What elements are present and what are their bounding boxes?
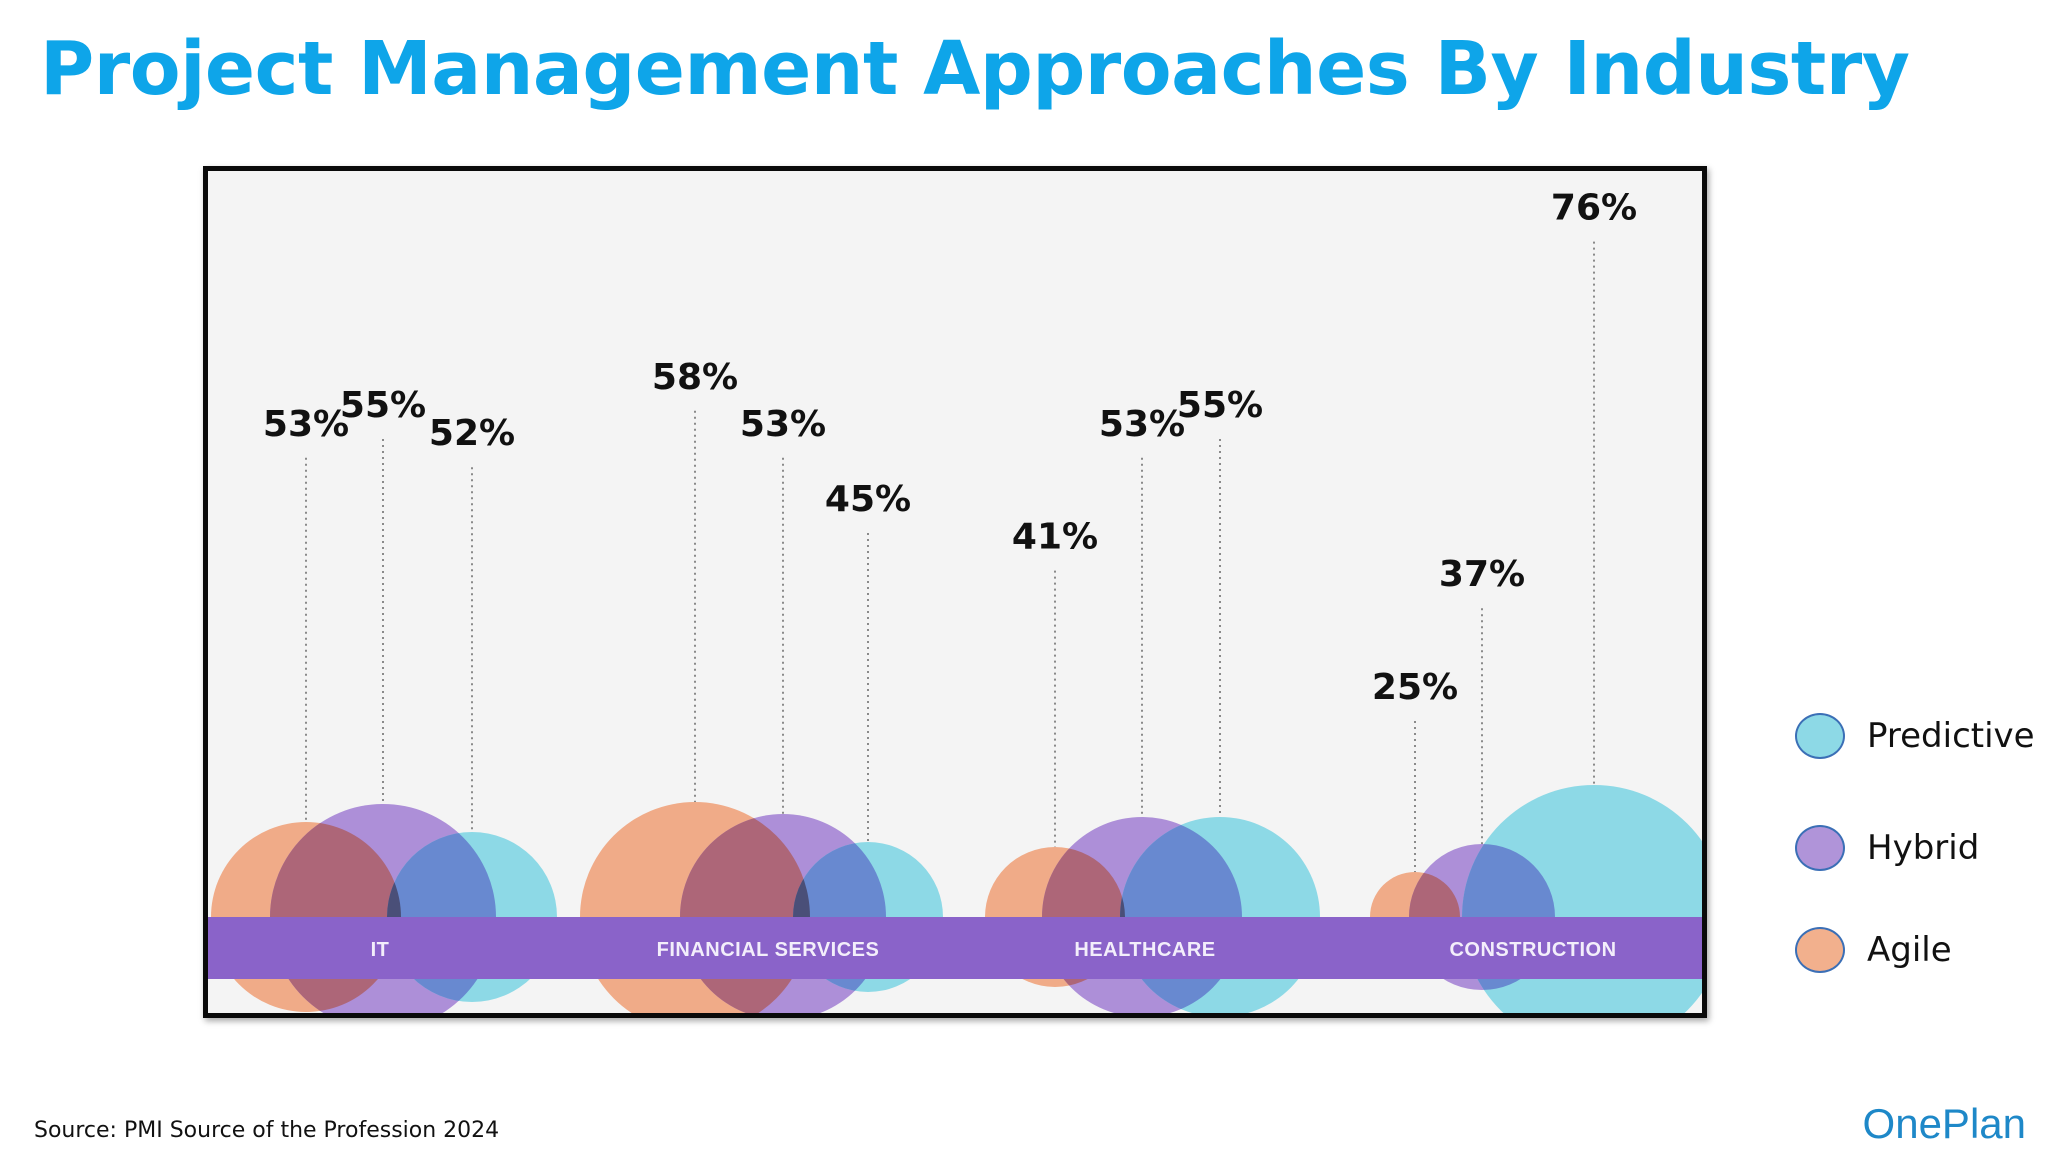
agile-swatch-icon — [1795, 927, 1845, 973]
category-label-construction: CONSTRUCTION — [1449, 939, 1616, 961]
value-label-predictive-it: 52% — [429, 413, 515, 454]
category-label-it: IT — [371, 939, 390, 961]
value-label-hybrid-financial-services: 53% — [740, 404, 826, 445]
hybrid-swatch-icon — [1795, 825, 1845, 871]
category-label-financial-services: FINANCIAL SERVICES — [657, 939, 880, 961]
value-label-agile-healthcare: 41% — [1012, 517, 1098, 558]
category-band — [208, 917, 1702, 979]
value-label-agile-construction: 25% — [1372, 667, 1458, 708]
predictive-swatch-icon — [1795, 713, 1845, 759]
category-label-healthcare: HEALTHCARE — [1074, 939, 1215, 961]
oneplan-logo: OnePlan — [1862, 1100, 2026, 1147]
legend-item-agile: Agile — [1795, 924, 2045, 984]
legend-item-hybrid: Hybrid — [1795, 822, 2045, 882]
value-label-agile-it: 53% — [263, 404, 349, 445]
value-label-predictive-healthcare: 55% — [1177, 385, 1263, 426]
value-label-predictive-financial-services: 45% — [825, 479, 911, 520]
value-label-hybrid-construction: 37% — [1439, 554, 1525, 595]
legend-label-hybrid: Hybrid — [1867, 828, 1980, 868]
slide-title: Project Management Approaches By Industr… — [40, 26, 1910, 112]
chart-frame: 53% 55% 52% 58% 53% 45% 41% 53% 55% 25% 37% 76% IT FI… — [203, 166, 1707, 1018]
legend-item-predictive: Predictive — [1795, 710, 2045, 770]
chart-svg: 53%55%52%58%53%45%41%53%55%25%37%76%IT FI… — [208, 188, 1702, 1013]
value-label-hybrid-healthcare: 53% — [1099, 404, 1185, 445]
source-text: Source: PMI Source of the Profession 202… — [34, 1118, 500, 1143]
value-label-predictive-construction: 76% — [1551, 188, 1637, 229]
legend-label-agile: Agile — [1867, 930, 1952, 970]
legend-label-predictive: Predictive — [1867, 716, 2035, 756]
value-label-hybrid-it: 55% — [340, 385, 426, 426]
value-label-agile-financial-services: 58% — [652, 357, 738, 398]
